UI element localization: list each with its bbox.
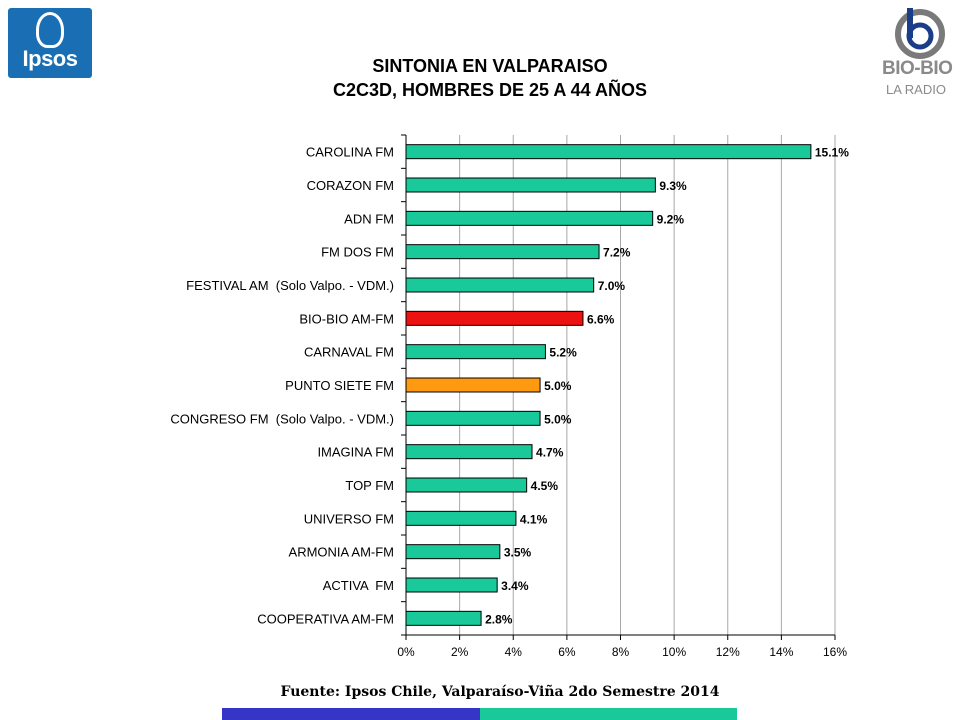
ipsos-wordmark: Ipsos <box>22 46 78 71</box>
data-label: 3.5% <box>504 546 532 560</box>
data-label: 9.2% <box>657 212 685 226</box>
ipsos-logo: Ipsos <box>8 8 92 78</box>
data-label: 5.2% <box>549 346 577 360</box>
data-label: 2.8% <box>485 612 513 626</box>
bar <box>405 477 528 493</box>
footer-band-green <box>480 708 737 720</box>
bar <box>405 344 546 360</box>
data-label: 5.0% <box>544 412 572 426</box>
bar <box>405 544 501 560</box>
data-label: 15.1% <box>815 146 849 160</box>
x-tick-label: 14% <box>769 645 793 659</box>
category-label: CARNAVAL FM <box>304 345 394 360</box>
data-label: 6.6% <box>587 312 615 326</box>
category-label: TOP FM <box>345 478 394 493</box>
biobio-logo: BIO-BIO LA RADIO <box>880 6 958 102</box>
x-tick-label: 2% <box>451 645 469 659</box>
x-tick-label: 16% <box>823 645 847 659</box>
data-label: 4.1% <box>520 512 548 526</box>
data-label: 4.5% <box>531 479 559 493</box>
category-label: COOPERATIVA AM-FM <box>257 611 394 626</box>
bar <box>405 577 498 593</box>
x-tick-label: 8% <box>612 645 630 659</box>
bar <box>405 410 541 426</box>
x-tick-label: 0% <box>397 645 415 659</box>
ipsos-head-icon <box>36 12 64 48</box>
category-label: CORAZON FM <box>307 178 394 193</box>
category-label: ADN FM <box>344 211 394 226</box>
bar <box>405 377 541 393</box>
footer-band-blue <box>222 708 480 720</box>
data-label: 5.0% <box>544 379 572 393</box>
biobio-wordmark: BIO-BIO <box>882 58 953 79</box>
source-note: Fuente: Ipsos Chile, Valparaíso-Viña 2do… <box>280 684 720 700</box>
x-tick-label: 4% <box>505 645 523 659</box>
chart-title-line2: C2C3D, HOMBRES DE 25 A 44 AÑOS <box>332 80 648 100</box>
biobio-emblem-icon <box>895 8 945 59</box>
chart-title-line1: SINTONIA EN VALPARAISO <box>372 56 608 76</box>
bar <box>405 177 656 193</box>
category-label: CONGRESO FM (Solo Valpo. - VDM.) <box>170 411 394 426</box>
bar <box>405 510 517 526</box>
bar <box>405 277 595 293</box>
category-label: ACTIVA FM <box>323 578 394 593</box>
category-label: FM DOS FM <box>321 245 394 260</box>
bar <box>405 244 600 260</box>
bar <box>405 444 533 460</box>
x-tick-label: 6% <box>558 645 576 659</box>
category-label: IMAGINA FM <box>317 445 394 460</box>
category-label: PUNTO SIETE FM <box>285 378 394 393</box>
data-label: 3.4% <box>501 579 529 593</box>
category-label: ARMONIA AM-FM <box>289 545 394 560</box>
data-label: 4.7% <box>536 446 564 460</box>
category-label: BIO-BIO AM-FM <box>299 311 394 326</box>
data-label: 7.2% <box>603 246 631 260</box>
biobio-tagline: LA RADIO <box>886 82 946 97</box>
category-label: UNIVERSO FM <box>304 511 394 526</box>
bar <box>405 310 584 326</box>
bar <box>405 610 482 626</box>
x-tick-label: 10% <box>662 645 686 659</box>
bar <box>405 144 812 160</box>
category-label: CAROLINA FM <box>306 145 394 160</box>
bar <box>405 210 654 226</box>
x-tick-label: 12% <box>716 645 740 659</box>
category-label: FESTIVAL AM (Solo Valpo. - VDM.) <box>186 278 394 293</box>
data-label: 9.3% <box>659 179 687 193</box>
data-label: 7.0% <box>598 279 626 293</box>
